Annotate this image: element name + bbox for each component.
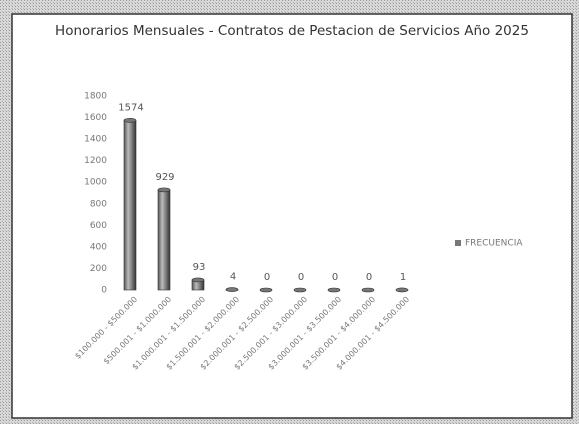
bar-top: [361, 287, 375, 293]
data-label: 93: [193, 262, 206, 273]
bar-top: [157, 187, 171, 193]
y-tick-label: 1400: [84, 135, 107, 145]
data-label: 0: [332, 272, 338, 283]
data-label: 0: [298, 272, 304, 283]
legend-label: FRECUENCIA: [465, 239, 523, 249]
data-label: 929: [155, 172, 174, 183]
bar: [157, 189, 171, 291]
y-tick-label: 0: [101, 286, 107, 296]
chart-title: Honorarios Mensuales - Contratos de Pest…: [55, 23, 529, 39]
y-tick-label: 600: [90, 221, 107, 231]
bar-top: [123, 118, 137, 123]
y-tick-label: 200: [90, 264, 107, 274]
bar-top: [191, 277, 205, 283]
chart-frame: [11, 13, 573, 419]
y-tick-label: 1200: [84, 156, 107, 166]
bar: [123, 120, 137, 291]
data-label: 0: [264, 272, 270, 283]
bar-top: [259, 287, 273, 293]
data-label: 1: [400, 272, 406, 283]
y-tick-label: 1800: [84, 92, 107, 102]
y-tick-label: 400: [90, 242, 107, 252]
y-tick-label: 1000: [84, 178, 107, 188]
data-label: 0: [366, 272, 372, 283]
data-label: 4: [230, 272, 236, 283]
y-tick-label: 1600: [84, 113, 107, 123]
bar-top: [293, 287, 307, 293]
bar-top: [327, 287, 341, 293]
bar-top: [225, 287, 239, 292]
bar-top: [395, 287, 409, 293]
y-tick-label: 800: [90, 199, 107, 209]
data-label: 1574: [118, 102, 143, 113]
legend-swatch: [455, 240, 461, 246]
